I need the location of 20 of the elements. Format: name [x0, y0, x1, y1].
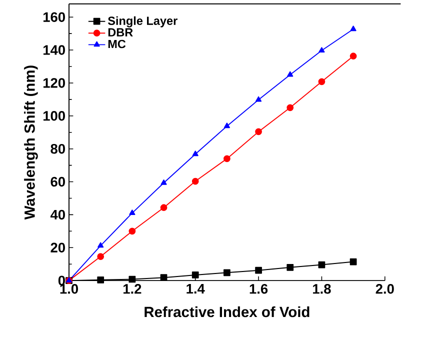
x-tick-label: 1.6 — [250, 284, 268, 294]
y-tick-label: 160 — [43, 12, 65, 22]
y-tick-label: 100 — [43, 110, 65, 121]
legend-label: DBR — [108, 28, 133, 36]
legend-label: MC — [108, 40, 126, 48]
x-tick-label: 1.2 — [124, 284, 142, 294]
x-tick-label: 1.0 — [60, 284, 78, 294]
y-tick-label: 60 — [50, 176, 65, 186]
y-tick-label: 80 — [50, 144, 65, 154]
x-tick-label: 2.0 — [376, 284, 394, 294]
y-tick-label: 20 — [50, 242, 65, 252]
y-tick-label: 140 — [43, 44, 65, 55]
x-tick-label: 1.8 — [313, 284, 331, 294]
legend-label: Single Layer — [108, 16, 178, 28]
y-tick-label: 120 — [43, 78, 65, 88]
y-tick-label: 40 — [50, 210, 65, 220]
x-tick-label: 1.4 — [186, 284, 205, 294]
y-tick-label: 0 — [58, 276, 65, 286]
x-axis-title: Refractive Index of Void — [144, 306, 310, 317]
y-axis-title: Wavelength Shift (nm) — [24, 65, 38, 220]
